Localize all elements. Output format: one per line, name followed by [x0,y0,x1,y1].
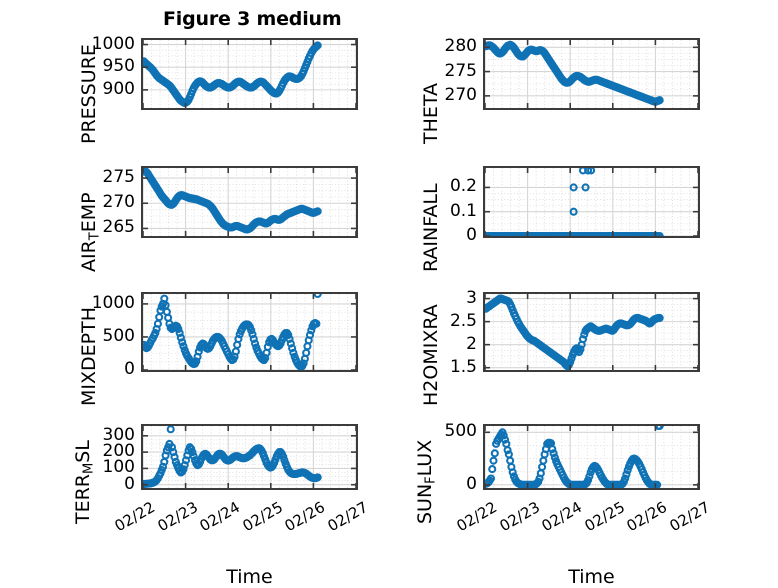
y-tick-label: 2.5 [449,310,477,331]
y-ticks-theta: 270 275 280 [405,36,477,110]
tick-marks-air-temp [143,168,356,236]
x-tick-label: 02/27 [666,498,713,536]
axes-box-pressure [141,38,358,110]
x-tick-label: 02/23 [154,498,201,536]
x-tick-label: 02/22 [453,498,500,536]
y-tick-label: 280 [444,36,477,57]
y-axis-label-air-temp: AIRTEMP [78,192,103,272]
x-tick-label: 02/23 [496,498,543,536]
y-tick-label: 0.1 [449,200,477,221]
y-tick-label: 0 [124,473,135,494]
y-tick-label: 200 [102,441,135,462]
y-axis-label-h2omixra: H2OMIXRA [420,304,442,406]
y-tick-label: 3 [466,287,477,308]
data-series-theta [485,40,664,106]
tick-marks-mixdepth [143,294,356,370]
y-tick-label: 270 [102,192,135,213]
y-tick-label: 265 [102,217,135,238]
x-tick-label: 02/27 [324,498,371,536]
axes-box-h2omixra [483,292,700,372]
y-tick-label: 1000 [91,292,135,313]
x-tick-label: 02/22 [111,498,158,536]
x-tick-label: 02/24 [538,498,586,536]
tick-marks-rainfall [485,168,698,236]
y-ticks-rainfall: 0 0.1 0.2 [405,166,477,245]
y-tick-label: 275 [444,60,477,81]
axes-box-sun-flux [483,424,700,490]
y-ticks-mixdepth: 0 500 1000 [63,292,135,379]
axes-box-air-temp [141,166,358,238]
tick-marks-terr-msl [143,426,356,488]
x-tick-label: 02/26 [281,498,329,536]
grid-rainfall [485,168,698,236]
y-tick-label: 1.5 [449,356,477,377]
data-series-mixdepth [143,294,322,370]
y-axis-label-mixdepth: MIXDEPTH [78,307,100,406]
axes-box-theta [483,38,700,110]
y-tick-label: 1000 [91,33,135,54]
axes-box-terr-msl [141,424,358,490]
y-tick-label: 0.2 [449,176,477,197]
y-ticks-air-temp: 265 270 275 [63,166,135,238]
grid-air-temp [143,168,356,236]
y-axis-label-pressure: PRESSURE [78,44,100,144]
y-tick-label: 0 [466,473,477,494]
x-tick-label: 02/26 [623,498,671,536]
figure-title: Figure 3 medium [163,8,342,30]
y-tick-label: 500 [444,421,477,442]
tick-marks-theta [485,40,698,108]
y-tick-label: 2 [466,333,477,354]
y-tick-label: 270 [444,84,477,105]
y-axis-label-sun-flux: SUNFLUX [414,439,439,524]
tick-marks-h2omixra [485,294,698,370]
data-series-air-temp [143,168,322,234]
y-ticks-h2omixra: 1.5 2 2.5 3 [405,288,477,377]
data-series-sun-flux [485,426,664,488]
y-tick-label: 275 [102,167,135,188]
y-ticks-pressure: 900 950 1000 [63,34,135,110]
y-tick-label: 500 [102,325,135,346]
x-tick-label: 02/24 [196,498,244,536]
tick-marks-sun-flux [485,426,698,488]
x-ticks-sun-flux: 02/22 02/23 02/24 02/25 02/26 02/27 [454,494,713,544]
x-ticks-terr-msl: 02/22 02/23 02/24 02/25 02/26 02/27 [112,494,371,544]
y-tick-label: 0 [124,359,135,379]
y-axis-label-theta: THETA [420,82,442,144]
y-tick-label: 100 [102,457,135,478]
data-series-rainfall [485,168,664,236]
y-ticks-terr-msl: 0 100 200 300 [63,424,135,494]
y-axis-label-rainfall: RAINFALL [420,183,442,272]
y-tick-label: 950 [102,56,135,77]
data-series-pressure [143,41,322,108]
axes-box-rainfall [483,166,700,238]
axes-box-mixdepth [141,292,358,372]
y-axis-label-terr-msl: TERRMSL [72,440,97,524]
x-axis-label-sun-flux: Time [568,566,615,588]
y-tick-label: 900 [102,78,135,99]
grid-h2omixra [485,294,698,370]
data-series-h2omixra [485,294,664,370]
x-tick-label: 02/25 [239,498,286,536]
tick-marks-pressure [143,40,356,108]
x-axis-label-terr-msl: Time [226,566,273,588]
y-tick-label: 0 [466,225,477,245]
y-ticks-sun-flux: 0 500 [405,421,477,494]
y-tick-label: 300 [102,424,135,445]
x-tick-label: 02/25 [581,498,628,536]
